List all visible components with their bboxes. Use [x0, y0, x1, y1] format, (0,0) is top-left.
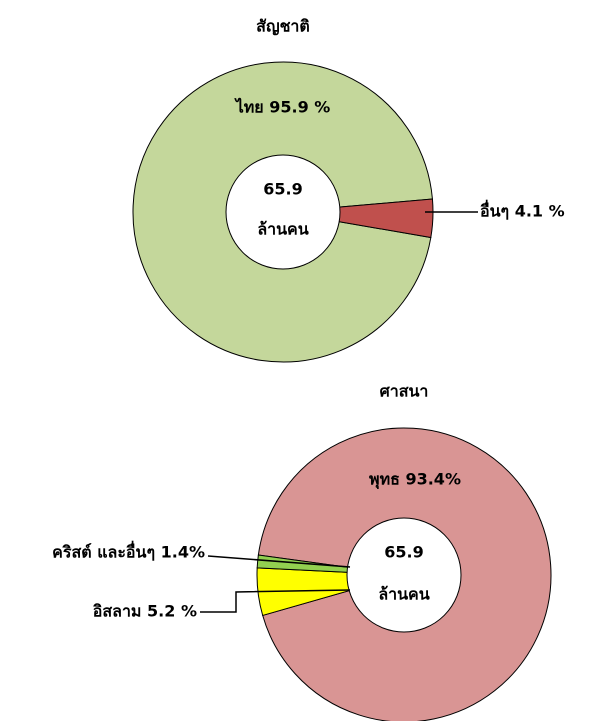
data-label: คริสต์ และอื่นๆ 1.4% [52, 541, 205, 562]
center-unit: ล้านคน [257, 220, 308, 239]
data-label: อิสลาม 5.2 % [92, 602, 197, 621]
donut-hole [225, 154, 341, 270]
leader-line [200, 589, 351, 613]
chart-title: ศาสนา [380, 382, 429, 401]
donut-hole [346, 517, 462, 633]
chart-title: สัญชาติ [256, 17, 310, 37]
data-label: ไทย 95.9 % [234, 98, 331, 117]
center-unit: ล้านคน [378, 585, 429, 604]
center-total: 65.9 [384, 543, 423, 562]
slice [282, 198, 434, 239]
leader-line [207, 555, 351, 568]
center-total: 65.9 [263, 180, 302, 199]
data-label: พุทธ 93.4% [369, 470, 461, 490]
data-label: อื่นๆ 4.1 % [480, 200, 565, 221]
